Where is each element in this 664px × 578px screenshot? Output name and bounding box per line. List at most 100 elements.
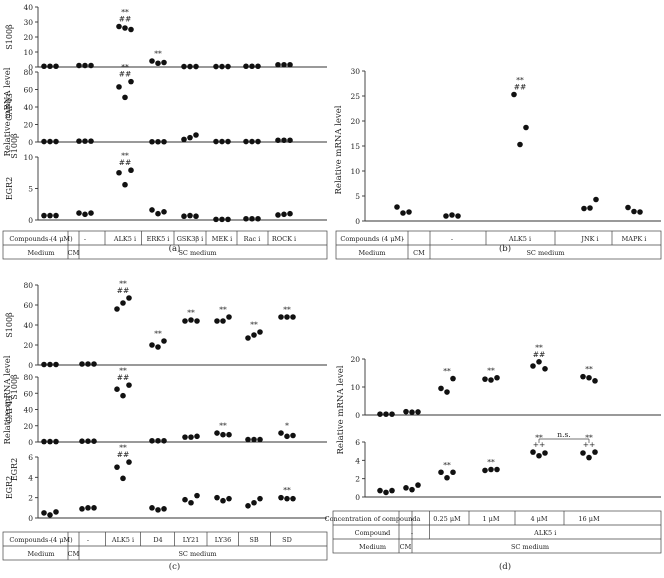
panel-d-data-point [530, 363, 536, 369]
panel-a-data-point [249, 63, 255, 70]
panel-c-data-point [149, 505, 155, 511]
panel-c-data-point [257, 329, 263, 335]
panel-a-data-point [41, 63, 47, 70]
panel-a-category-label: MEK i [212, 235, 232, 243]
panel-d-data-point [403, 408, 409, 415]
panel-c-significance-mark: ** [219, 305, 227, 314]
panel-a-y-tick-label: 0 [28, 216, 33, 225]
panel-c-data-point [91, 438, 97, 444]
panel-a-data-point [225, 216, 231, 223]
panel-a-data-point [281, 137, 287, 144]
panel-c-data-point [226, 314, 232, 320]
panel-d-data-point [383, 411, 389, 417]
panel-c-y-tick-label: 0 [28, 361, 33, 370]
panel-c-gene-label: S100β [5, 312, 14, 338]
panel-d-data-point [377, 487, 383, 494]
panel-d-gene-label: EGR2 [10, 458, 19, 481]
panel-c-y-tick-label: 20 [23, 341, 33, 350]
panel-a-data-point [149, 138, 155, 145]
panel-d-significance-mark: ** [535, 343, 543, 352]
panel-a-y-tick-label: 80 [23, 68, 33, 77]
panel-a-data-point [275, 137, 281, 144]
panel-c-data-point [120, 475, 126, 482]
panel-c-data-point [257, 436, 263, 443]
panel-c-significance-mark: ** [219, 421, 227, 430]
panel-d-data-point [542, 366, 548, 372]
panel-d-data-point [403, 485, 409, 491]
panel-c-y-tick-label: 6 [28, 453, 33, 462]
panel-c-data-point [114, 464, 120, 470]
panel-a-data-point [47, 63, 53, 70]
panel-a-data-point [128, 78, 134, 85]
panel-c-y-tick-label: 20 [23, 422, 33, 431]
panel-c-significance-mark: ## [117, 286, 130, 295]
panel-a-data-point [287, 137, 293, 144]
panel-a-data-point [82, 138, 88, 144]
panel-a-data-point [287, 61, 293, 68]
panel-c-y-tick-label: 80 [23, 281, 33, 290]
panel-a-data-point [249, 138, 255, 145]
panel-b-data-point [394, 204, 400, 210]
panel-b-category-label: ALK5 i [508, 235, 531, 243]
panel-c-data-point [290, 314, 296, 320]
panel-d-data-point [389, 487, 395, 494]
panel-d-data-point [389, 411, 395, 417]
panel-c-category-label: SD [282, 536, 292, 544]
panel-d-y-tick-label: 0 [355, 411, 360, 420]
panel-a-data-point [255, 215, 261, 222]
panel-a-data-point [76, 210, 82, 216]
panel-c-data-point [194, 433, 200, 440]
panel-c-category-label: LY21 [183, 536, 199, 544]
panel-a-data-point [116, 169, 122, 176]
panel-c-data-point [53, 438, 59, 445]
panel-a-y-tick-label: 20 [23, 33, 33, 42]
panel-c-significance-mark: ** [283, 305, 291, 314]
panel-b-data-point [581, 205, 587, 212]
panel-b-category-label: JNK i [580, 235, 598, 243]
panel-d-common-ylabel: Relative mRNA level [336, 365, 346, 454]
panel-a-category-label: ERK5 i [147, 235, 170, 243]
panel-a-gene-label: EGR2 [5, 177, 14, 200]
panel-c-category-label: LY36 [215, 536, 231, 544]
panel-c-y-tick-label: 60 [23, 389, 33, 398]
panel-c-data-point [41, 361, 47, 368]
panel-a-data-point [47, 138, 53, 145]
panel-a-y-tick-label: 5 [28, 185, 33, 194]
panel-d-category-label: 16 μM [578, 515, 600, 523]
panel-a-data-point [275, 212, 281, 218]
panel-a-data-point [187, 63, 193, 70]
panel-d-data-point [444, 389, 450, 395]
panel-d-data-point [592, 449, 598, 455]
panel-a-significance-mark: ** [121, 151, 129, 160]
panel-c-category-label: SB [249, 536, 258, 544]
panel-a-data-point [116, 23, 122, 30]
panel-b-data-point [400, 210, 406, 216]
panel-d-gene-label: S100β [10, 374, 19, 400]
panel-d-data-point [415, 409, 421, 415]
panel-d-category-label: - [411, 515, 413, 523]
panel-d-significance-mark: ** [585, 365, 593, 374]
panel-d-y-tick-label: 10 [350, 383, 360, 392]
panel-a-data-point [82, 62, 88, 69]
panel-c-data-point [245, 335, 251, 341]
panel-a-data-point [155, 210, 161, 217]
panel-d-y-tick-label: 4 [355, 456, 360, 465]
panel-c-data-point [245, 436, 251, 443]
panel-c-data-point [251, 436, 257, 443]
panel-c-data-point [85, 505, 91, 511]
panel-a-data-point [122, 181, 128, 188]
panel-d-y-tick-label: 0 [355, 493, 360, 502]
panel-a-data-point [225, 63, 231, 70]
panel-d-data-point [383, 489, 389, 496]
panel-c-data-point [41, 438, 47, 445]
panel-c-data-point [284, 495, 290, 502]
panel-a-data-point [213, 138, 219, 145]
panel-b-data-point [637, 209, 643, 215]
panel-c-data-point [53, 509, 59, 515]
panel-c-data-point [91, 361, 97, 367]
panel-d-data-point [444, 474, 450, 481]
panel-a-data-point [243, 138, 249, 145]
panel-a-significance-mark: ## [119, 15, 132, 24]
panel-c-data-point [278, 430, 284, 436]
